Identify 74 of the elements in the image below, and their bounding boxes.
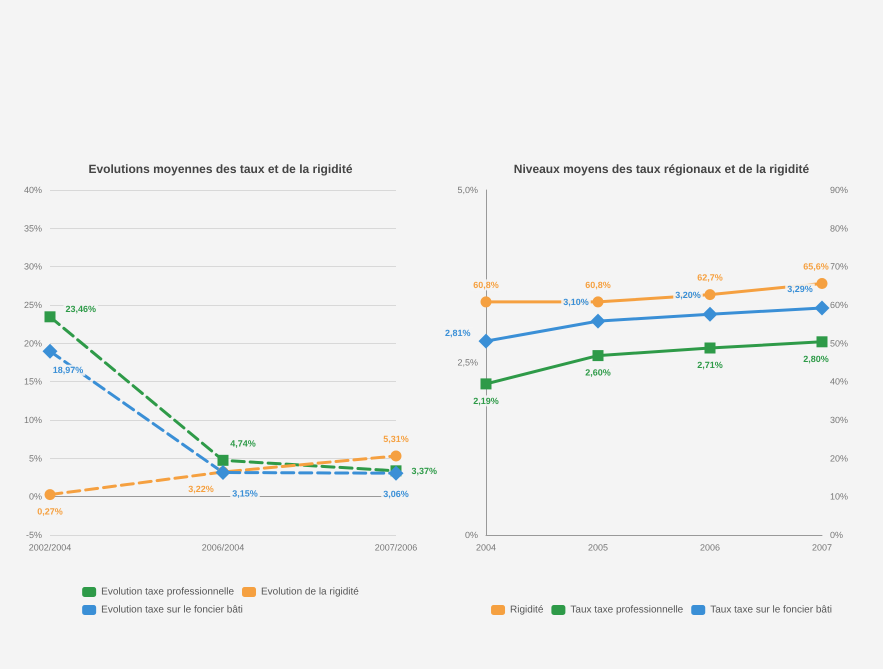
y-tick-label: 30% <box>24 262 42 272</box>
data-label: 2,80% <box>803 354 829 364</box>
chart-title: Niveaux moyens des taux régionaux et de la rigidité <box>514 162 810 176</box>
y2-tick-label: 50% <box>830 338 848 348</box>
data-label: 0,27% <box>37 506 63 517</box>
point <box>704 342 716 354</box>
x-tick-label: 2005 <box>588 542 608 552</box>
data-label: 3,20% <box>675 290 701 300</box>
x-tick-label: 2007 <box>812 542 832 552</box>
data-label: 2,60% <box>585 368 611 378</box>
data-label: 3,29% <box>787 284 813 294</box>
data-label: 2,71% <box>697 360 723 370</box>
y2-tick-label: 20% <box>830 453 848 464</box>
y2-tick-label: 60% <box>830 300 848 310</box>
data-label: 3,06% <box>383 489 409 500</box>
data-label: 3,37% <box>412 466 438 476</box>
point <box>478 334 494 349</box>
y-tick-label: 15% <box>24 376 42 387</box>
point <box>44 311 56 322</box>
data-label: 18,97% <box>52 365 84 376</box>
y-tick-label: 35% <box>24 223 42 234</box>
y2-tick-label: 70% <box>830 262 848 272</box>
data-label: 3,10% <box>563 297 589 308</box>
x-tick-label: 2007/2006 <box>374 542 418 552</box>
y2-tick-label: 80% <box>830 223 848 234</box>
legend-label: Taux taxe professionnelle <box>570 604 684 616</box>
data-label: 3,22% <box>188 484 214 494</box>
y-tick-label: 10% <box>24 415 42 425</box>
chart-title: Evolutions moyennes des taux et de la rigidité <box>88 162 353 176</box>
x-tick-label: 2006 <box>700 542 720 552</box>
y-tick-label: 2,5% <box>457 358 478 368</box>
point <box>816 336 828 348</box>
point <box>702 306 718 322</box>
point <box>480 378 492 390</box>
y-tick-label: 40% <box>24 185 42 195</box>
data-label: 62,7% <box>697 272 723 283</box>
y-tick-label: 25% <box>24 300 42 310</box>
data-label: 2,81% <box>444 328 470 338</box>
x-tick-label: 2004 <box>476 542 496 552</box>
y-tick-label: 5,0% <box>457 185 478 195</box>
x-tick-label: 2002/2004 <box>28 542 72 552</box>
legend-label: Rigidité <box>510 604 544 616</box>
y-tick-label: 20% <box>24 338 42 348</box>
y-tick-label: -5% <box>26 530 42 540</box>
x-tick-label: 2006/2004 <box>202 542 244 552</box>
y-tick-label: 5% <box>28 453 42 464</box>
point <box>218 454 228 466</box>
data-label: 3,15% <box>232 488 258 499</box>
point <box>388 466 404 481</box>
point <box>216 465 230 480</box>
y-tick-label: 0% <box>464 530 478 540</box>
point <box>590 314 606 329</box>
legend-label: Evolution taxe sur le foncier bâti <box>101 604 243 616</box>
point <box>592 350 604 362</box>
legend-label: Evolution taxe professionnelle <box>101 586 234 598</box>
data-label: 60,8% <box>585 280 611 290</box>
point <box>42 344 58 359</box>
legend-label: Evolution de la rigidité <box>261 586 360 598</box>
y2-tick-label: 30% <box>830 415 848 425</box>
y2-tick-label: 40% <box>830 376 848 387</box>
point <box>390 450 402 462</box>
data-label: 23,46% <box>66 304 96 314</box>
legend-label: Taux taxe sur le foncier bâti <box>710 604 832 616</box>
data-label: 65,6% <box>803 262 829 272</box>
y2-tick-label: 0% <box>830 530 844 540</box>
data-label: 4,74% <box>230 438 256 448</box>
data-label: 2,19% <box>473 396 499 406</box>
y2-tick-label: 90% <box>830 185 848 195</box>
data-label: 5,31% <box>383 434 409 444</box>
y-tick-label: 0% <box>28 492 42 502</box>
y2-tick-label: 10% <box>830 492 848 502</box>
point <box>44 489 56 500</box>
data-label: 60,8% <box>473 280 499 290</box>
point <box>814 300 830 316</box>
